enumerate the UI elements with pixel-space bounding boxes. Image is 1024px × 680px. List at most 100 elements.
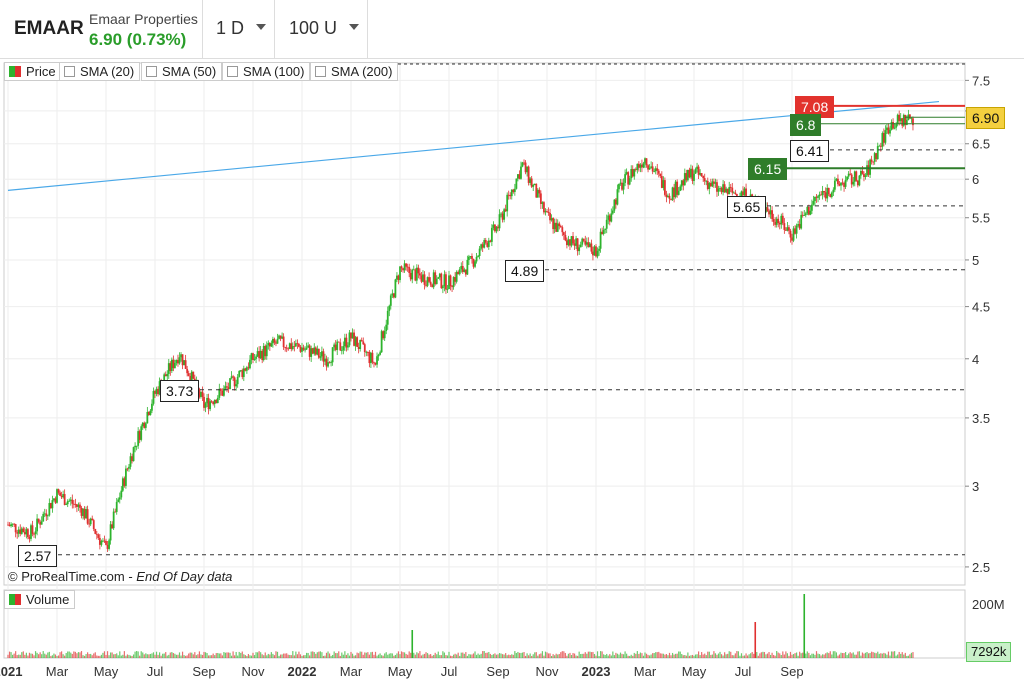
volume-bar <box>56 655 58 658</box>
candle-body <box>53 498 55 501</box>
volume-bar <box>612 651 614 658</box>
checkbox-icon[interactable] <box>227 66 238 78</box>
candle-body <box>596 250 599 257</box>
volume-bar <box>240 652 242 658</box>
candle-body <box>861 170 864 174</box>
candle-body <box>654 168 657 172</box>
volume-bar <box>909 654 911 658</box>
volume-bar <box>318 651 320 658</box>
volume-bar <box>379 653 381 658</box>
volume-bar <box>178 652 181 658</box>
volume-legend[interactable]: Volume <box>4 590 76 609</box>
candle-body <box>792 228 795 241</box>
legend-item[interactable]: SMA (100) <box>222 62 311 81</box>
legend-item[interactable]: Price <box>4 62 62 81</box>
legend-item[interactable]: SMA (50) <box>141 62 223 81</box>
volume-bar <box>246 655 248 658</box>
candle-body <box>27 529 29 537</box>
volume-bar <box>155 651 158 658</box>
candle-body <box>223 388 225 396</box>
volume-bar <box>139 655 141 658</box>
volume-bar <box>154 654 156 658</box>
volume-bar <box>638 653 640 658</box>
volume-bar <box>298 651 300 658</box>
volume-bar <box>221 655 223 658</box>
candle-body <box>524 162 527 173</box>
volume-bar <box>426 653 429 658</box>
candle-body <box>255 356 257 359</box>
volume-bar <box>521 652 524 658</box>
volume-bar <box>558 654 560 658</box>
timeframe-dropdown[interactable]: 1 D <box>216 18 267 39</box>
volume-bar <box>131 655 133 658</box>
candle-body <box>546 211 548 212</box>
price-swatch-icon[interactable] <box>9 66 21 78</box>
volume-bar <box>696 654 698 658</box>
candle-body <box>823 190 826 193</box>
volume-bar <box>844 652 847 658</box>
volume-bar <box>740 653 743 658</box>
candle-body <box>192 371 195 379</box>
candle-body <box>814 196 816 202</box>
candle-body <box>86 509 89 524</box>
candle-body <box>602 229 605 235</box>
volume-bar <box>186 655 188 658</box>
volume-bar <box>881 653 883 658</box>
volume-bar <box>244 655 246 658</box>
candle-body <box>484 239 487 243</box>
candle-body <box>103 540 106 542</box>
candle-body <box>186 368 189 374</box>
candle-body <box>610 213 613 222</box>
candle-body <box>890 122 893 130</box>
volume-bar <box>436 654 438 658</box>
units-dropdown[interactable]: 100 U <box>289 18 360 39</box>
candle-body <box>633 169 636 177</box>
candle-body <box>105 540 107 545</box>
chevron-down-icon <box>256 24 267 31</box>
candle-body <box>275 342 277 344</box>
candle-body <box>207 397 210 410</box>
volume-bar <box>322 655 325 658</box>
candle-body <box>781 215 784 224</box>
candle-body <box>544 211 547 213</box>
volume-bar <box>655 652 657 658</box>
candle-body <box>82 508 84 516</box>
legend-item[interactable]: SMA (200) <box>310 62 399 81</box>
volume-bar <box>475 654 478 658</box>
volume-bar <box>261 654 263 658</box>
volume-bar <box>149 653 152 658</box>
volume-bar <box>485 652 487 658</box>
candle-body <box>79 504 81 508</box>
checkbox-icon[interactable] <box>315 66 326 78</box>
candle-body <box>887 127 890 134</box>
volume-bar <box>601 651 603 658</box>
candle-body <box>860 170 862 176</box>
checkbox-icon[interactable] <box>146 66 157 78</box>
candle-body <box>374 362 377 365</box>
candle-body <box>242 368 245 377</box>
volume-bar <box>373 654 375 658</box>
volume-bar <box>370 652 372 658</box>
volume-bar <box>500 653 502 658</box>
checkbox-icon[interactable] <box>64 66 75 78</box>
volume-bar <box>194 652 196 658</box>
ticker-symbol[interactable]: EMAAR <box>14 18 84 39</box>
candle-body <box>128 466 130 469</box>
volume-bar <box>837 655 839 658</box>
volume-bar <box>113 654 115 658</box>
volume-bar <box>243 654 245 658</box>
volume-bar <box>382 655 384 658</box>
x-tick-label: 2021 <box>0 664 22 679</box>
candle-body <box>268 343 271 347</box>
candle-body <box>121 478 124 491</box>
candle-body <box>893 127 896 129</box>
volume-bar <box>900 653 902 658</box>
volume-bar <box>90 653 92 658</box>
volume-bar <box>912 652 914 658</box>
candle-body <box>158 381 161 395</box>
legend-item[interactable]: SMA (20) <box>59 62 141 81</box>
candle-body <box>587 242 590 247</box>
volume-bar <box>716 654 718 658</box>
candle-body <box>402 268 404 271</box>
candle-body <box>657 170 660 174</box>
